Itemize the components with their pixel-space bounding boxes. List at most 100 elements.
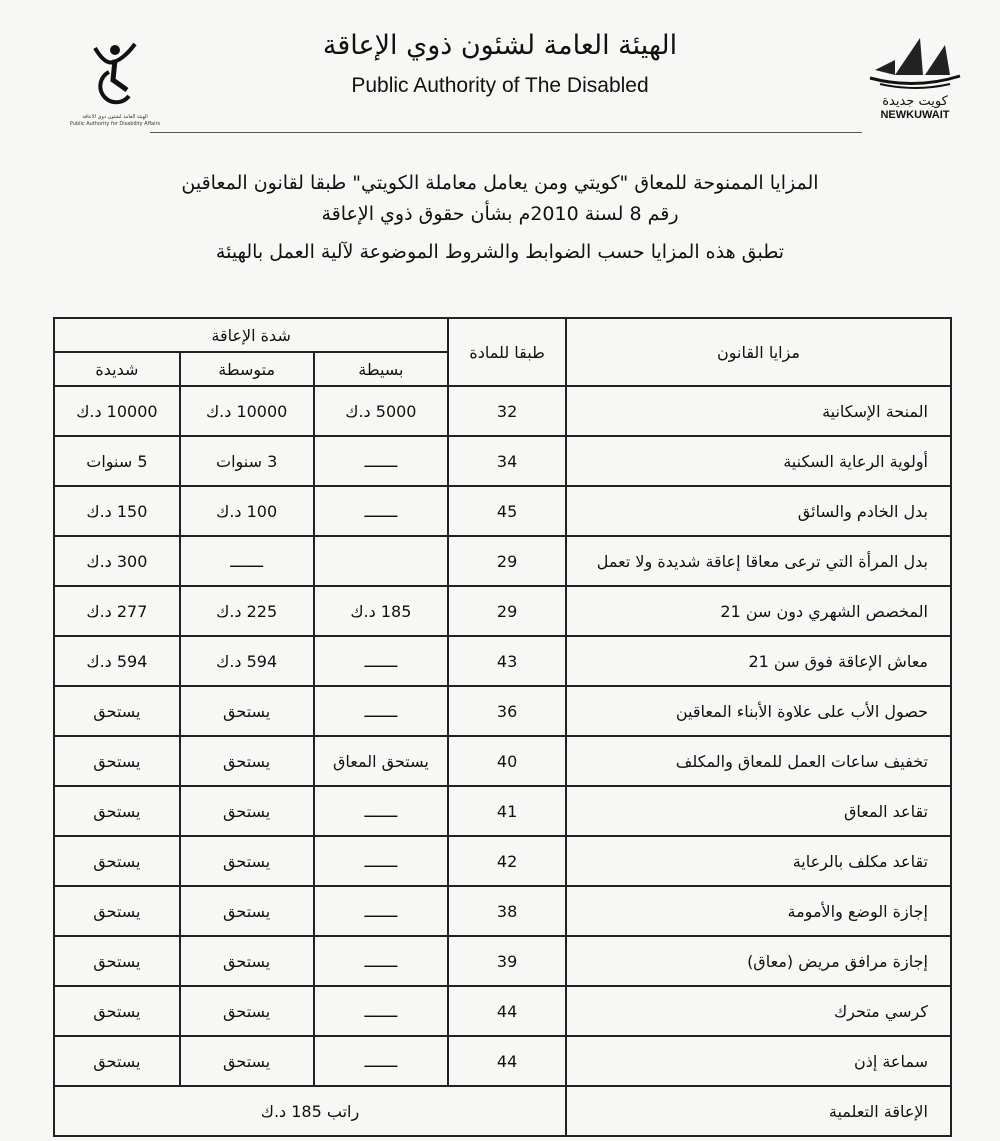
- header-benefit: مزايا القانون: [564, 317, 953, 387]
- cell-severe: 5 سنوات: [53, 435, 181, 487]
- cell-article: 32: [447, 385, 567, 437]
- cell-moderate: يستحق: [178, 785, 315, 837]
- cell-benefit: المخصص الشهري دون سن 21: [564, 585, 953, 637]
- cell-benefit: إجازة مرافق مريض (معاق): [564, 935, 953, 987]
- table-row-learning-disability: الإعاقة التعلمية راتب 185 د.ك: [53, 1085, 953, 1137]
- cell-moderate: يستحق: [178, 1035, 315, 1087]
- cell-moderate: 594 د.ك: [178, 635, 315, 687]
- org-name-ar: الهيئة العامة لشئون ذوي الإعاقة: [322, 30, 678, 61]
- cell-moderate: يستحق: [178, 885, 315, 937]
- cell-severe: يستحق: [53, 985, 181, 1037]
- cell-severe: 300 د.ك: [53, 535, 181, 587]
- cell-mild: ـــــــ: [312, 635, 450, 687]
- dhow-ship-icon: [869, 38, 961, 89]
- doc-title-line2: رقم 8 لسنة 2010م بشأن حقوق ذوي الإعاقة: [321, 203, 679, 225]
- cell-benefit: المنحة الإسكانية: [564, 385, 953, 437]
- cell-mild: [312, 535, 450, 587]
- header-divider: [150, 132, 862, 133]
- cell-moderate: 100 د.ك: [178, 485, 315, 537]
- cell-severe: يستحق: [53, 935, 181, 987]
- cell-severe: يستحق: [53, 785, 181, 837]
- cell-moderate: يستحق: [178, 685, 315, 737]
- cell-benefit: كرسي متحرك: [564, 985, 953, 1037]
- table-row: حصول الأب على علاوة الأبناء المعاقين 36 ــ…: [53, 685, 953, 737]
- cell-benefit: الإعاقة التعلمية: [564, 1085, 953, 1137]
- cell-benefit: بدل الخادم والسائق: [564, 485, 953, 537]
- cell-moderate: 10000 د.ك: [178, 385, 315, 437]
- cell-benefit: حصول الأب على علاوة الأبناء المعاقين: [564, 685, 953, 737]
- cell-article: 44: [447, 1035, 567, 1087]
- cell-article: 29: [447, 585, 567, 637]
- cell-severe: يستحق: [53, 1035, 181, 1087]
- cell-mild: ـــــــ: [312, 835, 450, 887]
- cell-severe: 10000 د.ك: [53, 385, 181, 437]
- cell-mild: 185 د.ك: [312, 585, 450, 637]
- cell-severe: يستحق: [53, 735, 181, 787]
- cell-moderate: يستحق: [178, 935, 315, 987]
- logo-caption-ar: الهيئة العامة لشئون ذوي الاعاقة: [82, 114, 148, 120]
- cell-mild: 5000 د.ك: [312, 385, 450, 437]
- cell-article: 40: [447, 735, 567, 787]
- cell-benefit: معاش الإعاقة فوق سن 21: [564, 635, 953, 687]
- benefits-table: مزايا القانون طبقا للمادة شدة الإعاقة بس…: [52, 317, 953, 1137]
- cell-severe: 277 د.ك: [53, 585, 181, 637]
- cell-benefit: بدل المرأة التي ترعى معاقا إعاقة شديدة و…: [564, 535, 953, 587]
- cell-mild: ـــــــ: [312, 935, 450, 987]
- cell-mild: ـــــــ: [312, 1035, 450, 1087]
- cell-moderate: يستحق: [178, 735, 315, 787]
- table-row: تخفيف ساعات العمل للمعاق والمكلف 40 يستحق …: [53, 735, 953, 787]
- cell-benefit: تقاعد المعاق: [564, 785, 953, 837]
- cell-benefit: سماعة إذن: [564, 1035, 953, 1087]
- cell-value: راتب 185 د.ك: [53, 1085, 567, 1137]
- header-article: طبقا للمادة: [447, 317, 567, 387]
- table-row: إجازة مرافق مريض (معاق) 39 ـــــــ يستحق يست…: [53, 935, 953, 987]
- cell-benefit: إجازة الوضع والأمومة: [564, 885, 953, 937]
- wheelchair-figure-icon: [93, 42, 137, 105]
- org-name-en: Public Authority of The Disabled: [351, 74, 649, 97]
- logo-caption-ar: كويت جديدة: [882, 94, 948, 109]
- cell-moderate: يستحق: [178, 985, 315, 1037]
- cell-article: 44: [447, 985, 567, 1037]
- cell-severe: يستحق: [53, 835, 181, 887]
- cell-article: 45: [447, 485, 567, 537]
- new-kuwait-logo: كويت جديدة NEWKUWAIT: [860, 30, 970, 121]
- cell-mild: ـــــــ: [312, 685, 450, 737]
- cell-benefit: تقاعد مكلف بالرعاية: [564, 835, 953, 887]
- table-row: المخصص الشهري دون سن 21 29 185 د.ك 225 د.ك 2…: [53, 585, 953, 637]
- cell-article: 38: [447, 885, 567, 937]
- cell-article: 43: [447, 635, 567, 687]
- header-severe: شديدة: [53, 351, 181, 387]
- cell-mild: ـــــــ: [312, 785, 450, 837]
- cell-article: 41: [447, 785, 567, 837]
- cell-severe: 150 د.ك: [53, 485, 181, 537]
- cell-article: 42: [447, 835, 567, 887]
- header-moderate: متوسطة: [178, 351, 315, 387]
- table-row: أولوية الرعاية السكنية 34 ـــــــ 3 سنوات 5 …: [53, 435, 953, 487]
- table-row: تقاعد المعاق 41 ـــــــ يستحق يستحق: [53, 785, 953, 837]
- table-row: بدل المرأة التي ترعى معاقا إعاقة شديدة و…: [53, 535, 953, 587]
- cell-mild: ـــــــ: [312, 885, 450, 937]
- cell-mild: ـــــــ: [312, 985, 450, 1037]
- cell-article: 39: [447, 935, 567, 987]
- cell-moderate: 3 سنوات: [178, 435, 315, 487]
- cell-mild: ـــــــ: [312, 485, 450, 537]
- table-row: تقاعد مكلف بالرعاية 42 ـــــــ يستحق يستحق: [53, 835, 953, 887]
- cell-severe: يستحق: [53, 885, 181, 937]
- table-row: معاش الإعاقة فوق سن 21 43 ـــــــ 594 د.ك 59…: [53, 635, 953, 687]
- cell-severe: يستحق: [53, 685, 181, 737]
- cell-severe: 594 د.ك: [53, 635, 181, 687]
- table-row: سماعة إذن 44 ـــــــ يستحق يستحق: [53, 1035, 953, 1087]
- doc-subtitle: تطبق هذه المزايا حسب الضوابط والشروط الم…: [215, 241, 785, 263]
- header-mild: بسيطة: [312, 351, 450, 387]
- logo-caption-en: Public Authority for Disability Affairs: [69, 121, 161, 127]
- table-row: بدل الخادم والسائق 45 ـــــــ 100 د.ك 150 د.…: [53, 485, 953, 537]
- cell-benefit: أولوية الرعاية السكنية: [564, 435, 953, 487]
- authority-logo: الهيئة العامة لشئون ذوي الاعاقة Public A…: [60, 40, 170, 128]
- cell-mild: ـــــــ: [312, 435, 450, 487]
- cell-moderate: ـــــــ: [178, 535, 315, 587]
- logo-caption-en: NEWKUWAIT: [880, 109, 950, 121]
- cell-benefit: تخفيف ساعات العمل للمعاق والمكلف: [564, 735, 953, 787]
- cell-article: 36: [447, 685, 567, 737]
- table-row: كرسي متحرك 44 ـــــــ يستحق يستحق: [53, 985, 953, 1037]
- doc-title-line1: المزايا الممنوحة للمعاق "كويتي ومن يعامل…: [181, 172, 819, 194]
